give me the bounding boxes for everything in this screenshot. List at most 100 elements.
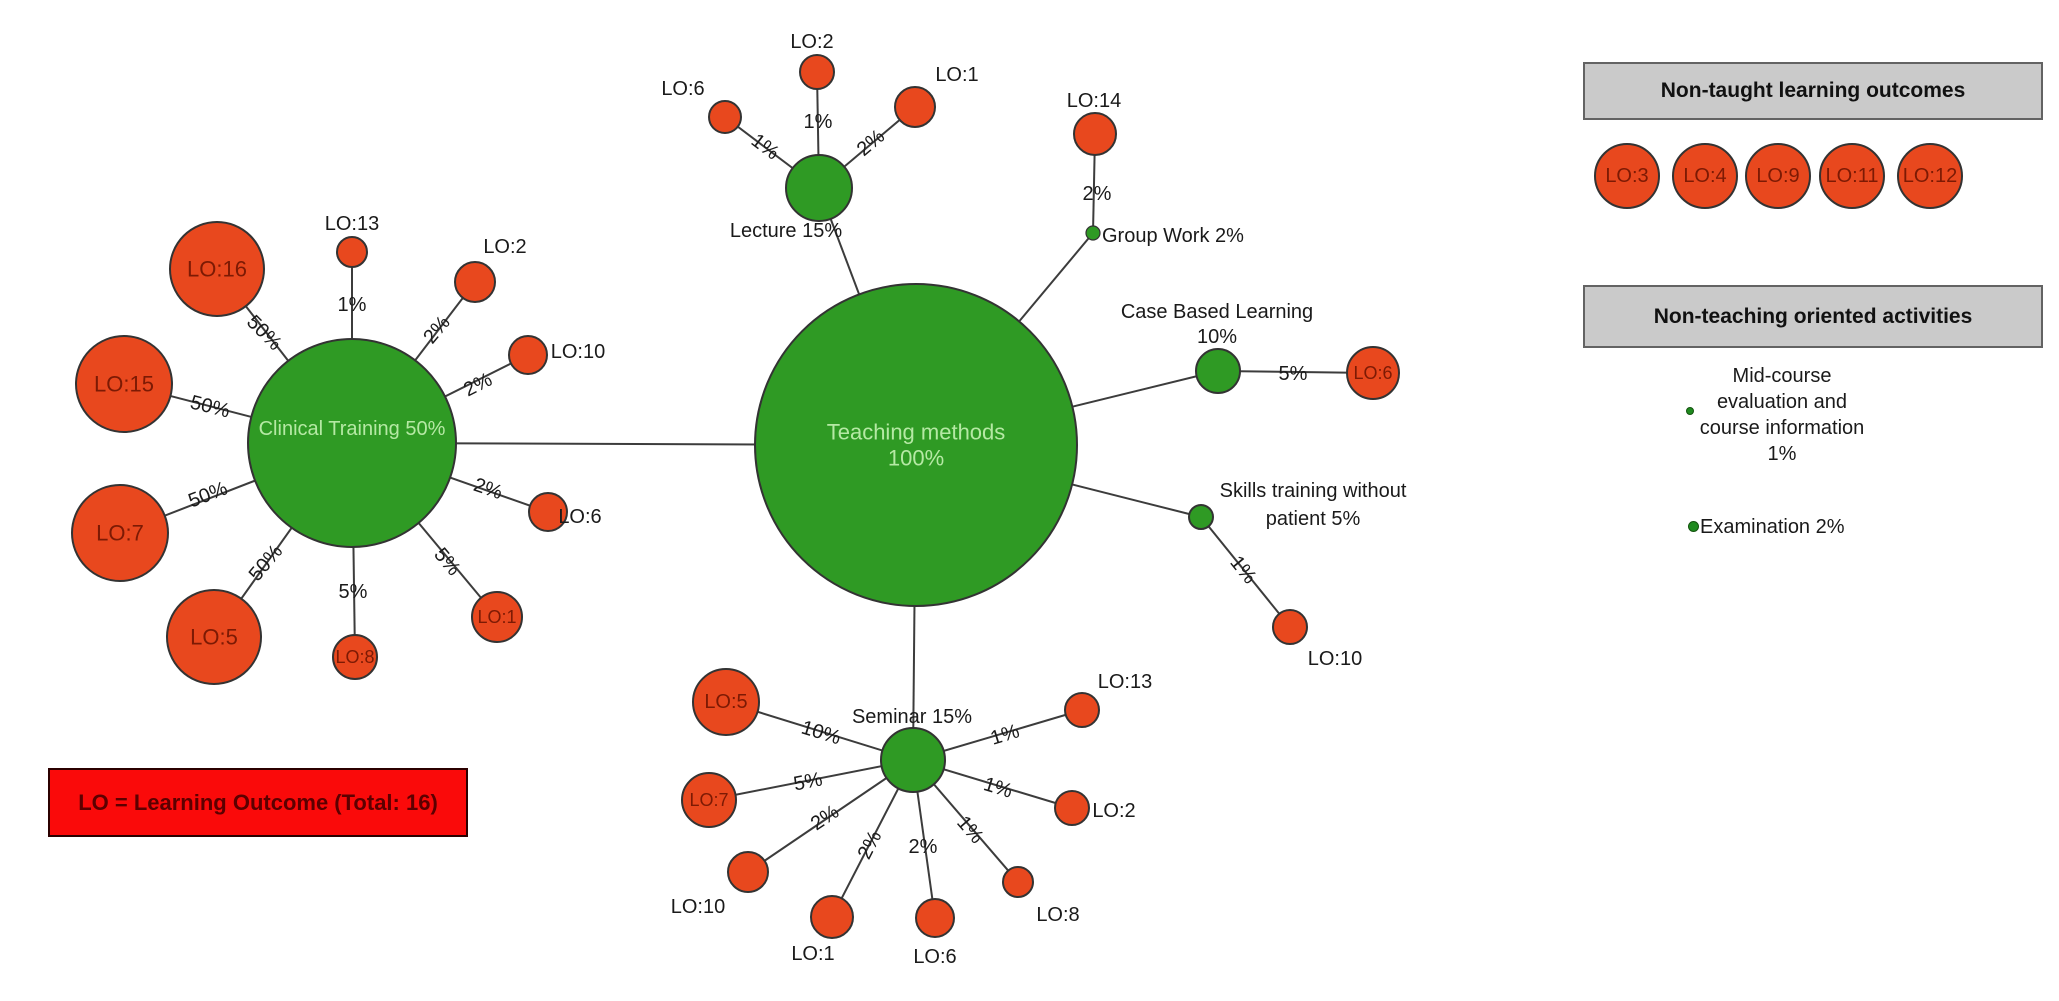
edge-label-lecture-lec_lo2: 1% [804,111,833,133]
node-s_lo5 [692,668,760,736]
node-label-lec_lo1: LO:1 [935,64,978,86]
node-label-c_lo16: LO:16 [187,257,247,282]
edge-seminar-s_lo10 [747,759,914,873]
mid-course-line-3: course information [1699,417,1865,439]
node-label-lo14: LO:14 [1067,90,1121,112]
node-c_lo13 [336,236,368,268]
node-label-cbl: 10% [1197,326,1237,348]
node-nt_lo9 [1745,143,1811,209]
node-seminar [880,727,946,793]
node-s_lo13 [1064,692,1100,728]
non-taught-outcomes-header: Non-taught learning outcomes [1583,62,2043,120]
node-s_lo6 [915,898,955,938]
edge-label-seminar-s_lo8: 1% [952,812,988,848]
edge-skills-sk_lo10 [1200,516,1291,628]
node-skills [1188,504,1214,530]
node-lec_lo1 [894,86,936,128]
node-lec_lo6 [708,100,742,134]
node-c_lo6 [528,492,568,532]
node-label-s_lo1: LO:1 [791,943,834,965]
edge-label-seminar-s_lo13: 1% [988,720,1022,750]
node-label-c_lo6: LO:6 [558,506,601,528]
mid-course-dot [1686,407,1694,415]
node-label-skills: Skills training without [1220,480,1407,502]
node-c_lo10 [508,335,548,375]
node-s_lo7 [681,772,737,828]
node-c_lo15 [75,335,173,433]
node-sk_lo10 [1272,609,1308,645]
node-label-nt_lo3: LO:3 [1605,165,1648,187]
node-s_lo1 [810,895,854,939]
non-teaching-activities-header: Non-teaching oriented activities [1583,285,2043,348]
node-label-nt_lo9: LO:9 [1756,165,1799,187]
node-lec_lo2 [799,54,835,90]
node-label-seminar: Seminar 15% [852,706,972,728]
node-label-s_lo8: LO:8 [1036,904,1079,926]
node-nt_lo4 [1672,143,1738,209]
node-label-s_lo10: LO:10 [671,896,725,918]
edge-label-cbl-cbl_lo6: 5% [1279,363,1308,385]
edge-label-clinical-c_lo13: 1% [338,294,367,316]
node-nt_lo3 [1594,143,1660,209]
edge-label-seminar-s_lo6: 2% [909,836,938,858]
node-label-sk_lo10: LO:10 [1308,648,1362,670]
node-lo14 [1073,112,1117,156]
edge-label-groupwork-lo14: 2% [1083,183,1112,205]
node-label-lecture: Lecture 15% [730,220,843,242]
node-label-teaching: Teaching methods [827,420,1006,445]
node-c_lo1 [471,591,523,643]
edge-label-seminar-s_lo5: 10% [799,717,844,750]
node-label-s_lo2: LO:2 [1092,800,1135,822]
edge-label-clinical-c_lo2: 2% [419,312,455,348]
edge-seminar-s_lo7 [708,759,914,801]
edge-label-clinical-c_lo6: 2% [471,474,506,504]
mid-course-line-1: Mid-course [1732,365,1832,387]
node-clinical [247,338,457,548]
node-label-c_lo13: LO:13 [325,213,379,235]
node-label-c_lo1: LO:1 [477,607,516,627]
edge-label-seminar-s_lo1: 2% [854,827,887,863]
examination-label: Examination 2% [1700,516,1845,538]
edge-label-lecture-lec_lo6: 1% [747,130,783,165]
node-label-c_lo2: LO:2 [483,236,526,258]
node-c_lo5 [166,589,262,685]
node-c_lo2 [454,261,496,303]
node-label-nt_lo4: LO:4 [1683,165,1726,187]
node-label-teaching: 100% [888,446,944,471]
node-label-c_lo5: LO:5 [190,625,238,650]
node-nt_lo12 [1897,143,1963,209]
legend-box: LO = Learning Outcome (Total: 16) [48,768,468,837]
edge-label-clinical-c_lo5: 50% [245,540,288,585]
edge-label-clinical-c_lo15: 50% [188,391,232,422]
node-cbl_lo6 [1346,346,1400,400]
node-label-c_lo15: LO:15 [94,372,154,397]
node-cbl [1195,348,1241,394]
node-label-nt_lo11: LO:11 [1826,165,1879,187]
node-c_lo7 [71,484,169,582]
edge-label-seminar-s_lo2: 1% [981,773,1015,803]
edge-label-seminar-s_lo7: 5% [792,768,825,795]
node-label-c_lo8: LO:8 [335,647,374,667]
node-label-skills: patient 5% [1266,508,1361,530]
node-lecture [785,154,853,222]
node-label-lec_lo6: LO:6 [661,78,704,100]
node-s_lo8 [1002,866,1034,898]
node-groupwork [1085,225,1101,241]
edge-label-clinical-c_lo1: 5% [429,544,465,580]
node-label-c_lo7: LO:7 [96,521,144,546]
mid-course-line-2: evaluation and [1716,391,1848,413]
node-label-s_lo7: LO:7 [689,790,728,810]
node-label-s_lo13: LO:13 [1098,671,1152,693]
node-label-c_lo10: LO:10 [551,341,605,363]
node-label-lec_lo2: LO:2 [790,31,833,53]
examination-dot [1688,521,1699,532]
node-label-s_lo5: LO:5 [704,691,747,713]
node-label-s_lo6: LO:6 [913,946,956,968]
node-c_lo16 [169,221,265,317]
node-s_lo10 [727,851,769,893]
edge-label-clinical-c_lo8: 5% [339,581,368,603]
node-label-groupwork: Group Work 2% [1102,225,1244,247]
node-nt_lo11 [1819,143,1885,209]
node-label-nt_lo12: LO:12 [1903,165,1957,187]
